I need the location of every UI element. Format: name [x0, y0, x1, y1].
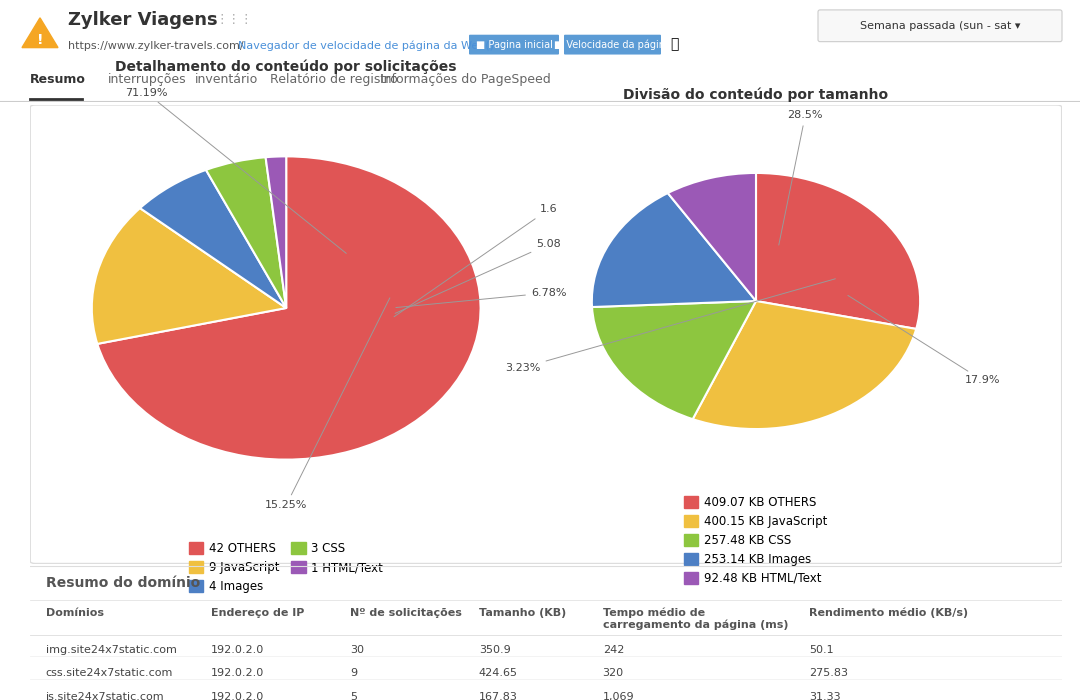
Text: 192.0.2.0: 192.0.2.0 — [211, 668, 264, 678]
Title: Divisão do conteúdo por tamanho: Divisão do conteúdo por tamanho — [623, 88, 889, 102]
Text: 6.78%: 6.78% — [396, 288, 566, 307]
Wedge shape — [667, 173, 756, 301]
FancyBboxPatch shape — [564, 35, 661, 55]
Text: 350.9: 350.9 — [478, 645, 511, 655]
Text: Endereço de IP: Endereço de IP — [211, 608, 305, 617]
Text: ⋮⋮⋮: ⋮⋮⋮ — [215, 13, 253, 27]
Text: 17.9%: 17.9% — [848, 295, 1000, 386]
Text: img.site24x7static.com: img.site24x7static.com — [45, 645, 177, 655]
Text: 15.25%: 15.25% — [265, 298, 390, 510]
Text: 9: 9 — [350, 668, 357, 678]
Text: Zylker Viagens: Zylker Viagens — [68, 10, 218, 29]
Wedge shape — [756, 173, 920, 329]
Wedge shape — [206, 158, 286, 308]
Text: Rendimento médio (KB/s): Rendimento médio (KB/s) — [809, 608, 968, 618]
Legend: 409.07 KB OTHERS, 400.15 KB JavaScript, 257.48 KB CSS, 253.14 KB Images, 92.48 K: 409.07 KB OTHERS, 400.15 KB JavaScript, … — [679, 491, 833, 589]
Text: 3.23%: 3.23% — [505, 279, 835, 372]
Text: Domínios: Domínios — [45, 608, 104, 617]
Text: 31.33: 31.33 — [809, 692, 840, 700]
Text: 242: 242 — [603, 645, 624, 655]
Wedge shape — [592, 193, 756, 307]
Text: 5: 5 — [350, 692, 357, 700]
Text: Relatório de registro: Relatório de registro — [270, 73, 397, 86]
Text: 167.83: 167.83 — [478, 692, 517, 700]
Text: Tempo médio de
carregamento da página (ms): Tempo médio de carregamento da página (m… — [603, 608, 788, 630]
Wedge shape — [692, 301, 916, 429]
Title: Detalhamento do conteúdo por solicitações: Detalhamento do conteúdo por solicitaçõe… — [116, 60, 457, 74]
Wedge shape — [92, 208, 286, 344]
Text: js.site24x7static.com: js.site24x7static.com — [45, 692, 164, 700]
Text: Nº de solicitações: Nº de solicitações — [350, 608, 462, 617]
Text: !: ! — [37, 33, 43, 47]
Text: 320: 320 — [603, 668, 624, 678]
Text: 1.6: 1.6 — [394, 204, 557, 317]
Text: https://www.zylker-travels.com/: https://www.zylker-travels.com/ — [68, 41, 244, 50]
Text: 50.1: 50.1 — [809, 645, 834, 655]
Text: ■ Velocidade da página: ■ Velocidade da página — [554, 39, 671, 50]
Text: ■ Pagina inicial: ■ Pagina inicial — [475, 40, 553, 50]
Text: 1,069: 1,069 — [603, 692, 634, 700]
Text: 🏷: 🏷 — [670, 38, 678, 52]
Text: Navegador de velocidade de página da Web(): Navegador de velocidade de página da Web… — [238, 41, 494, 51]
Wedge shape — [592, 301, 756, 419]
Text: Informações do PageSpeed: Informações do PageSpeed — [380, 73, 551, 86]
Text: 192.0.2.0: 192.0.2.0 — [211, 692, 264, 700]
Text: 71.19%: 71.19% — [125, 88, 347, 253]
FancyBboxPatch shape — [30, 105, 1062, 564]
Text: Semana passada (sun - sat ▾: Semana passada (sun - sat ▾ — [860, 21, 1021, 31]
Text: Resumo: Resumo — [30, 73, 86, 86]
Legend: 42 OTHERS, 9 JavaScript, 4 Images, 3 CSS, 1 HTML/Text: 42 OTHERS, 9 JavaScript, 4 Images, 3 CSS… — [185, 538, 388, 598]
Text: 192.0.2.0: 192.0.2.0 — [211, 645, 264, 655]
Text: 424.65: 424.65 — [478, 668, 518, 678]
Text: 30: 30 — [350, 645, 364, 655]
Text: interrupções: interrupções — [108, 73, 187, 86]
Wedge shape — [140, 170, 286, 308]
Polygon shape — [22, 18, 58, 48]
Text: inventário: inventário — [195, 73, 258, 86]
Text: Resumo do domínio: Resumo do domínio — [45, 576, 200, 590]
Text: 28.5%: 28.5% — [779, 111, 823, 245]
Text: 5.08: 5.08 — [395, 239, 561, 314]
Text: css.site24x7static.com: css.site24x7static.com — [45, 668, 173, 678]
Text: 275.83: 275.83 — [809, 668, 848, 678]
Wedge shape — [266, 156, 286, 308]
Wedge shape — [97, 156, 481, 460]
FancyBboxPatch shape — [469, 35, 559, 55]
Text: Tamanho (KB): Tamanho (KB) — [478, 608, 566, 617]
FancyBboxPatch shape — [818, 10, 1062, 42]
